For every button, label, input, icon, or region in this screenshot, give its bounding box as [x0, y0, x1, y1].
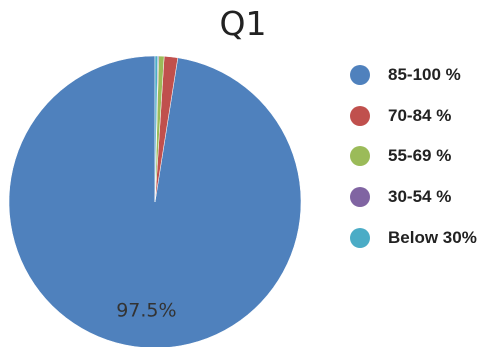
- legend-item-3: 30-54 %: [350, 177, 477, 218]
- chart-legend: 85-100 % 70-84 % 55-69 % 30-54 % Below 30%: [350, 55, 477, 258]
- legend-item-0: 85-100 %: [350, 55, 477, 96]
- legend-label-2: 55-69 %: [388, 146, 452, 166]
- legend-item-1: 70-84 %: [350, 96, 477, 137]
- legend-label-0: 85-100 %: [388, 65, 461, 85]
- pie-data-labels: 97.5%: [116, 300, 176, 322]
- legend-swatch-1: [350, 105, 370, 126]
- legend-swatch-3: [350, 187, 370, 208]
- legend-swatch-0: [350, 65, 370, 86]
- legend-swatch-2: [350, 146, 370, 167]
- legend-label-1: 70-84 %: [388, 105, 452, 125]
- pie-slices: [8, 55, 302, 347]
- legend-item-2: 55-69 %: [350, 136, 477, 177]
- legend-swatch-4: [350, 227, 370, 248]
- legend-label-3: 30-54 %: [388, 187, 452, 207]
- chart-title: Q1: [219, 4, 267, 43]
- pie-data-label-0: 97.5%: [116, 300, 176, 322]
- legend-item-4: Below 30%: [350, 217, 477, 258]
- pie-slice-4: [154, 55, 159, 203]
- legend-label-4: Below 30%: [388, 227, 477, 247]
